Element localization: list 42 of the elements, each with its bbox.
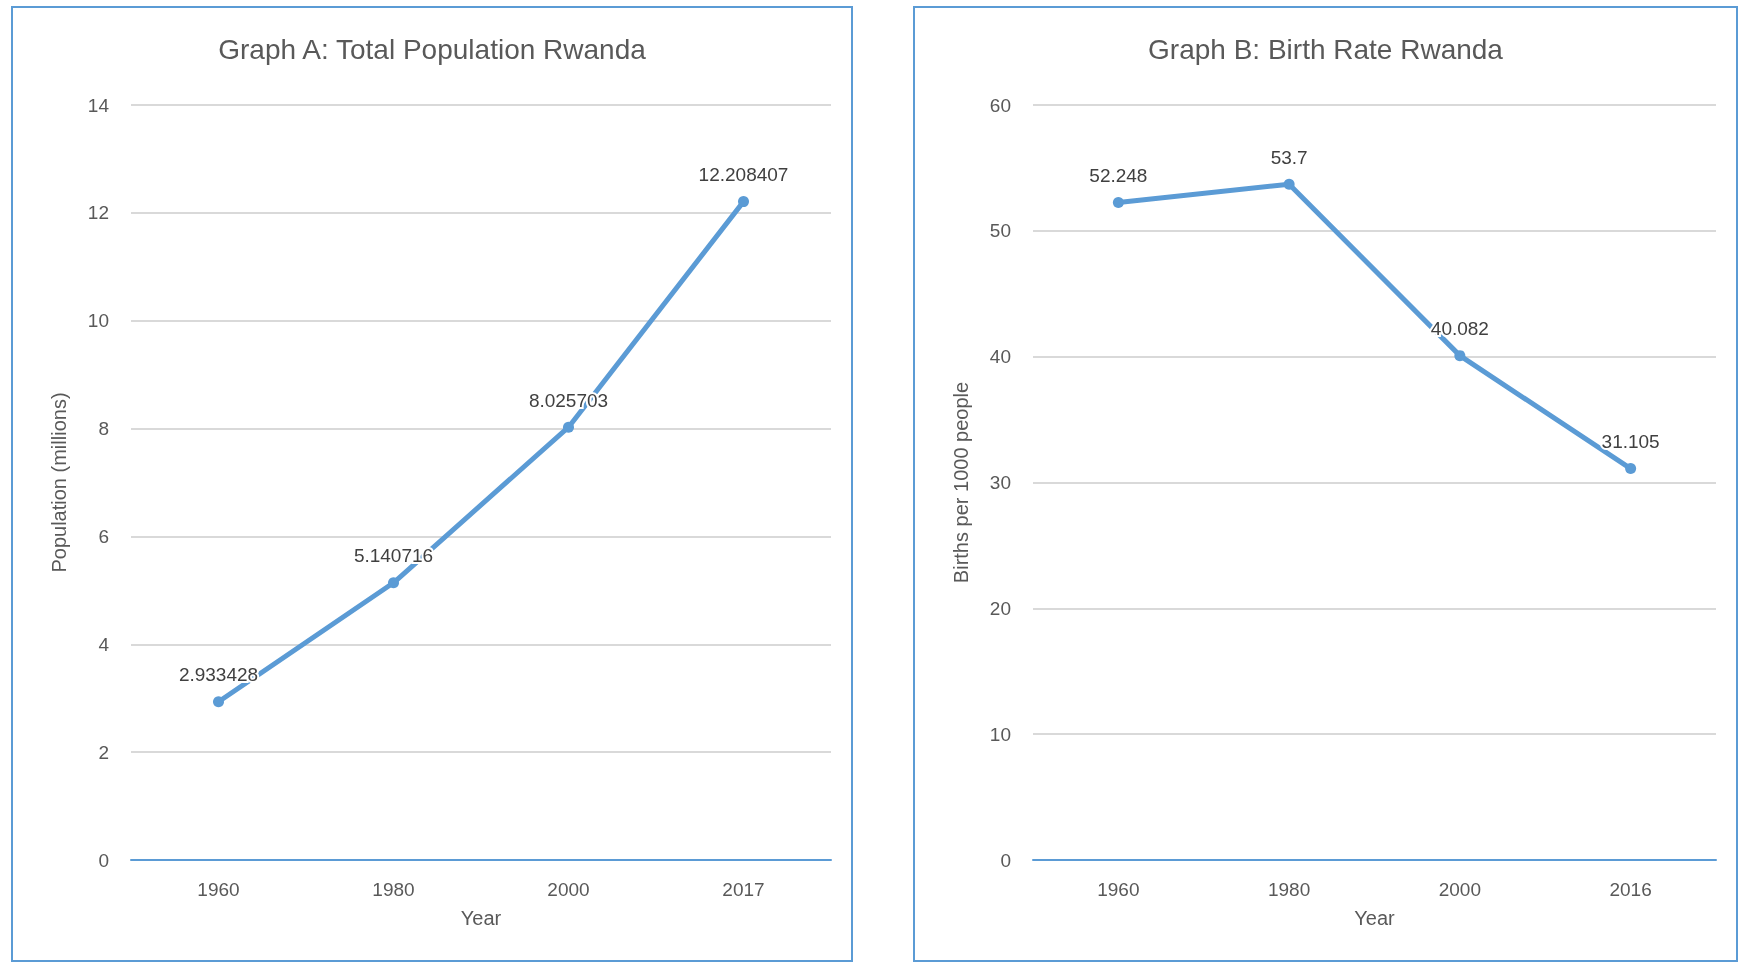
y-tick-label: 8: [98, 418, 109, 440]
x-tick-label: 1980: [1267, 879, 1311, 900]
y-tick-label: 14: [87, 94, 110, 116]
point: [1112, 197, 1124, 209]
y-axis-title: Population (millions): [48, 392, 70, 573]
x-tick-label: 1960: [197, 879, 240, 900]
y-tick-label: 20: [989, 597, 1011, 619]
point: [738, 196, 749, 208]
y-tick-label: 0: [98, 849, 109, 871]
chart-title: Graph B: Birth Rate Rwanda: [1148, 33, 1504, 65]
point: [1625, 463, 1637, 475]
data-label: 53.7: [1270, 146, 1308, 168]
point: [563, 421, 574, 433]
x-axis-title: Year: [1354, 907, 1396, 929]
point: [1454, 350, 1466, 362]
point: [1283, 178, 1295, 190]
x-tick-label: 2017: [722, 879, 765, 900]
data-label: 2.933428: [178, 664, 259, 686]
y-tick-label: 2: [98, 741, 109, 763]
y-tick-label: 0: [1000, 849, 1011, 871]
chart-title: Graph A: Total Population Rwanda: [218, 33, 647, 65]
point: [388, 577, 399, 589]
data-label: 52.248: [1089, 165, 1148, 187]
y-tick-label: 12: [87, 202, 109, 224]
y-tick-label: 4: [98, 633, 110, 655]
x-tick-label: 2000: [547, 879, 590, 900]
x-tick-label: 1960: [1097, 879, 1140, 900]
data-label: 31.105: [1601, 431, 1660, 453]
y-tick-label: 60: [989, 94, 1011, 116]
x-axis-title: Year: [460, 907, 502, 929]
y-tick-label: 6: [98, 525, 109, 547]
y-tick-label: 10: [989, 723, 1011, 745]
y-tick-label: 10: [87, 310, 109, 332]
point: [213, 696, 224, 708]
y-tick-label: 50: [989, 220, 1011, 242]
x-tick-label: 2016: [1609, 879, 1652, 900]
x-tick-label: 1980: [372, 879, 415, 900]
data-label: 12.208407: [698, 164, 789, 186]
x-tick-label: 2000: [1438, 879, 1482, 900]
y-tick-label: 30: [989, 472, 1011, 493]
y-tick-label: 40: [989, 346, 1011, 368]
y-axis-title: Births per 1000 people: [950, 381, 972, 584]
